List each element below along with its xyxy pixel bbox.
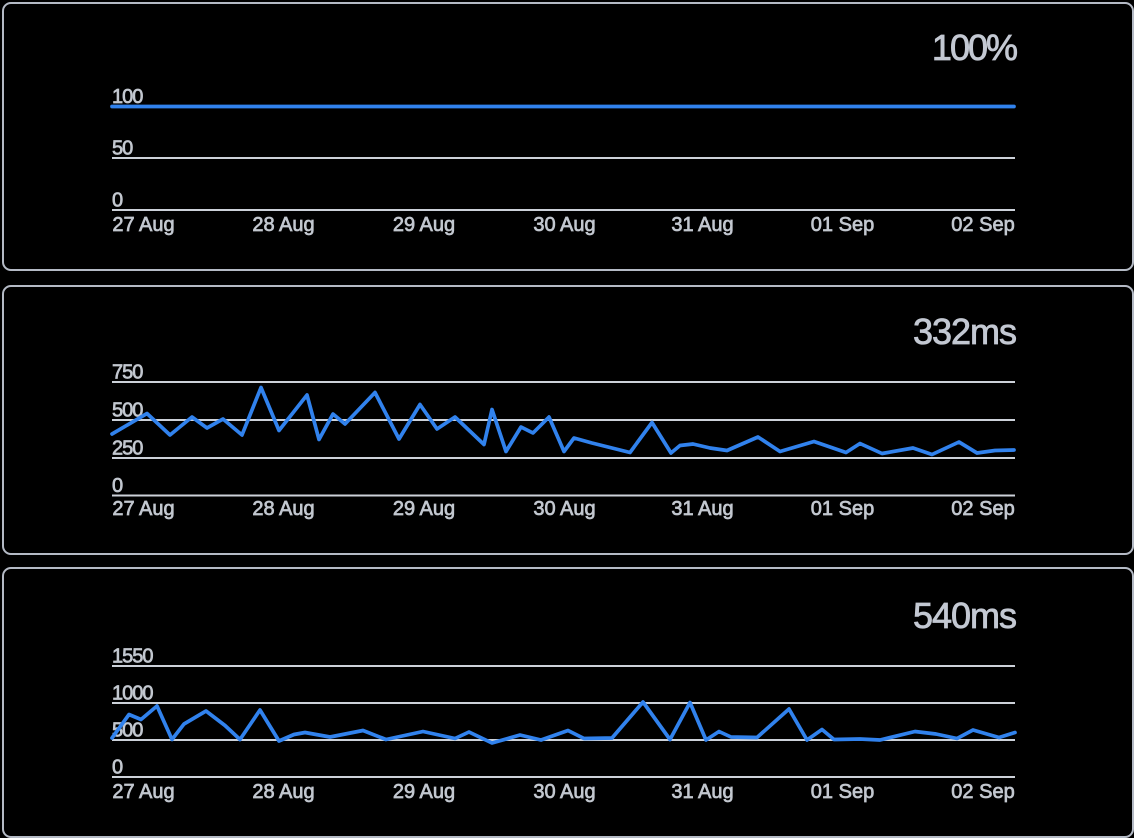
svg-text:27 Aug: 27 Aug — [112, 214, 174, 236]
svg-text:540ms: 540ms — [913, 595, 1016, 636]
svg-text:28 Aug: 28 Aug — [252, 781, 314, 803]
svg-text:31 Aug: 31 Aug — [671, 781, 733, 803]
svg-text:1550: 1550 — [112, 646, 153, 668]
svg-text:28 Aug: 28 Aug — [252, 498, 314, 520]
svg-text:02 Sep: 02 Sep — [951, 214, 1014, 236]
svg-text:30 Aug: 30 Aug — [533, 781, 595, 803]
svg-text:30 Aug: 30 Aug — [533, 214, 595, 236]
svg-text:27 Aug: 27 Aug — [112, 498, 174, 520]
svg-text:1000: 1000 — [112, 683, 153, 705]
svg-text:100%: 100% — [932, 27, 1017, 68]
svg-text:27 Aug: 27 Aug — [112, 781, 174, 803]
svg-text:750: 750 — [112, 362, 143, 384]
svg-text:31 Aug: 31 Aug — [671, 498, 733, 520]
svg-text:332ms: 332ms — [913, 311, 1016, 352]
svg-text:0: 0 — [112, 475, 123, 497]
svg-text:28 Aug: 28 Aug — [252, 214, 314, 236]
svg-text:100: 100 — [112, 86, 143, 108]
svg-text:01 Sep: 01 Sep — [811, 214, 874, 236]
svg-text:0: 0 — [112, 757, 123, 779]
svg-text:29 Aug: 29 Aug — [393, 498, 455, 520]
svg-text:02 Sep: 02 Sep — [951, 498, 1014, 520]
svg-text:30 Aug: 30 Aug — [533, 498, 595, 520]
svg-text:01 Sep: 01 Sep — [811, 781, 874, 803]
svg-text:29 Aug: 29 Aug — [393, 214, 455, 236]
svg-text:50: 50 — [112, 137, 133, 159]
svg-text:0: 0 — [112, 189, 123, 211]
svg-text:29 Aug: 29 Aug — [393, 781, 455, 803]
svg-text:02 Sep: 02 Sep — [951, 781, 1014, 803]
svg-text:500: 500 — [112, 400, 143, 422]
svg-text:31 Aug: 31 Aug — [671, 214, 733, 236]
svg-text:01 Sep: 01 Sep — [811, 498, 874, 520]
svg-text:250: 250 — [112, 438, 143, 460]
